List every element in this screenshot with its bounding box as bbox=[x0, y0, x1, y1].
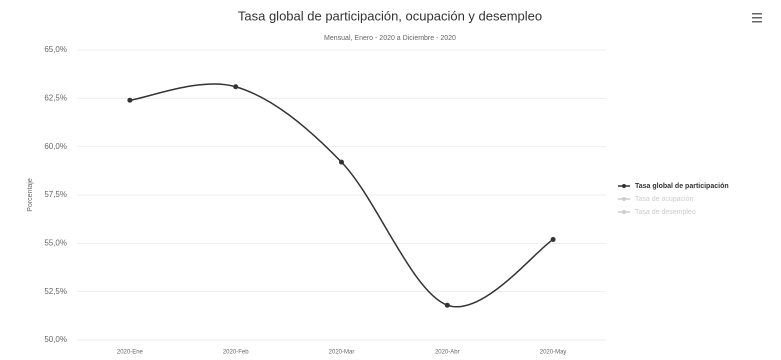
legend-marker bbox=[622, 197, 626, 201]
x-tick-label: 2020-Mar bbox=[329, 350, 355, 356]
y-tick-label: 60,0% bbox=[44, 142, 67, 151]
point bbox=[233, 84, 239, 90]
x-tick-label: 2020-May bbox=[540, 350, 567, 356]
legend-item[interactable]: Tasa de desempleo bbox=[635, 209, 696, 216]
point bbox=[127, 97, 133, 103]
y-tick-label: 55,0% bbox=[44, 238, 67, 247]
x-tick-label: 2020-Feb bbox=[223, 350, 249, 356]
x-tick-label: 2020-Abr bbox=[435, 350, 460, 356]
y-axis-label: Porcentaje bbox=[27, 178, 34, 212]
series-line bbox=[129, 83, 554, 308]
legend-item[interactable]: Tasa global de participación bbox=[635, 183, 729, 190]
menu-button[interactable] bbox=[752, 13, 762, 23]
menu-bar bbox=[752, 13, 762, 15]
legend-item[interactable]: Tasa de ocupación bbox=[635, 196, 693, 203]
legend-marker bbox=[622, 184, 626, 188]
legend-marker bbox=[622, 210, 626, 214]
point bbox=[550, 236, 556, 242]
point bbox=[339, 159, 344, 165]
menu-bar bbox=[752, 21, 762, 23]
chart-title: Tasa global de participación, ocupación … bbox=[238, 8, 542, 23]
y-tick-label: 62,5% bbox=[44, 93, 67, 102]
y-tick-label: 65,0% bbox=[44, 45, 67, 54]
chart-subtitle: Mensual, Enero - 2020 a Diciembre - 2020 bbox=[324, 35, 456, 42]
y-tick-label: 57,5% bbox=[44, 190, 67, 199]
x-tick-label: 2020-Ene bbox=[117, 350, 144, 356]
point bbox=[444, 302, 450, 308]
menu-bar bbox=[752, 17, 762, 19]
y-tick-label: 52,5% bbox=[44, 287, 67, 296]
y-tick-label: 50,0% bbox=[44, 335, 67, 344]
